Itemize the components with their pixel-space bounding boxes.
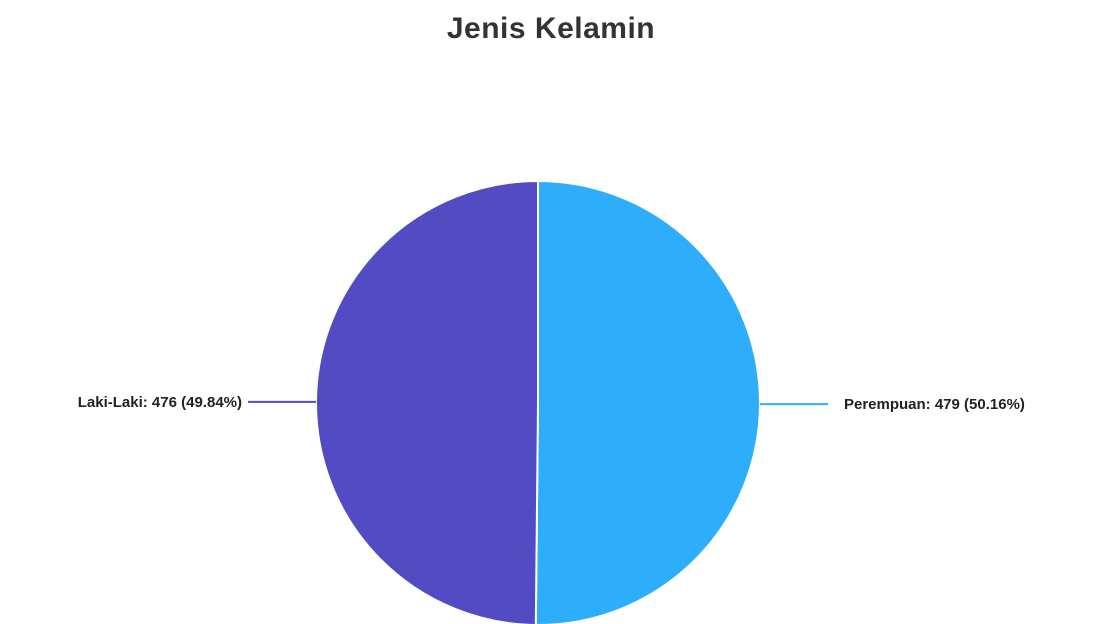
slice-label-laki-laki: Laki-Laki: 476 (49.84%) xyxy=(78,394,242,411)
pie-slice-laki-laki[interactable] xyxy=(315,179,539,624)
pie-slice-perempuan[interactable] xyxy=(534,179,761,624)
slice-label-perempuan: Perempuan: 479 (50.16%) xyxy=(844,396,1025,413)
chart-title: Jenis Kelamin xyxy=(446,12,656,45)
